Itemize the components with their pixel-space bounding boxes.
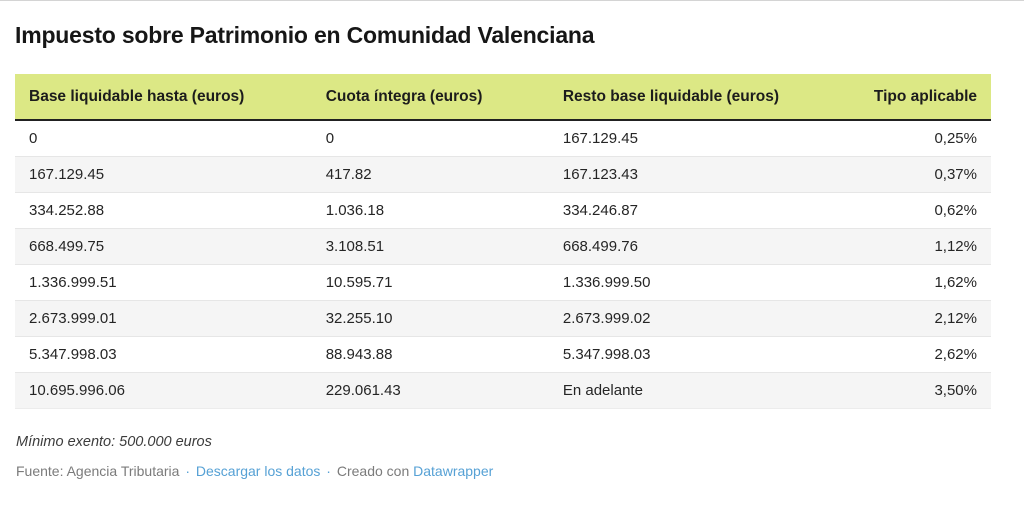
table-body: 0 0 167.129.45 0,25% 167.129.45 417.82 167.123…: [15, 119, 991, 409]
table-cell: 0,37%: [798, 155, 991, 193]
table-row: 167.129.45 417.82 167.123.43 0,37%: [15, 155, 991, 193]
datawrapper-link[interactable]: Datawrapper: [413, 462, 494, 479]
table-cell: 334.252.88: [15, 191, 312, 229]
header-cell-tipo-aplicable: Tipo aplicable: [798, 73, 991, 121]
table-cell: 0,25%: [798, 119, 991, 157]
table-cell: 167.123.43: [548, 155, 799, 193]
table-cell: 2.673.999.01: [15, 299, 312, 337]
table-cell: 1,12%: [798, 227, 991, 265]
table-header-row: Base liquidable hasta (euros) Cuota ínte…: [15, 73, 991, 121]
table-cell: 0,62%: [798, 191, 991, 229]
table-cell: 88.943.88: [311, 335, 549, 373]
table-cell: 0: [311, 119, 549, 157]
table-cell: 417.82: [311, 155, 549, 193]
table-cell: 1,62%: [798, 263, 991, 301]
table-row: 10.695.996.06 229.061.43 En adelante 3,50%: [15, 371, 991, 409]
table-row: 2.673.999.01 32.255.10 2.673.999.02 2,12%: [15, 299, 991, 337]
table-cell: En adelante: [548, 371, 799, 409]
table-cell: 32.255.10: [311, 299, 549, 337]
table-cell: 334.246.87: [548, 191, 799, 229]
table-cell: 668.499.75: [15, 227, 312, 265]
table-cell: 0: [15, 119, 312, 157]
header-cell-base-liquidable: Base liquidable hasta (euros): [15, 73, 312, 121]
table-cell: 10.695.996.06: [15, 371, 312, 409]
table-cell: 167.129.45: [15, 155, 312, 193]
table-cell: 1.036.18: [311, 191, 549, 229]
table-cell: 1.336.999.50: [548, 263, 799, 301]
table-cell: 2,12%: [798, 299, 991, 337]
table-row: 1.336.999.51 10.595.71 1.336.999.50 1,62%: [15, 263, 991, 301]
separator-dot: ·: [322, 462, 335, 479]
table-header: Base liquidable hasta (euros) Cuota ínte…: [15, 73, 991, 121]
download-link[interactable]: Descargar los datos: [195, 462, 321, 479]
table-cell: 2.673.999.02: [548, 299, 799, 337]
table-cell: 1.336.999.51: [15, 263, 312, 301]
table-row: 5.347.998.03 88.943.88 5.347.998.03 2,62%: [15, 335, 991, 373]
separator-dot: ·: [181, 462, 194, 479]
source-line: Fuente: Agencia Tributaria · Descargar l…: [16, 462, 1010, 480]
header-cell-cuota-integra: Cuota íntegra (euros): [311, 73, 549, 121]
data-table: Base liquidable hasta (euros) Cuota ínte…: [15, 73, 991, 409]
table-cell: 167.129.45: [548, 119, 799, 157]
source-text: Fuente: Agencia Tributaria: [16, 462, 180, 479]
table-cell: 5.347.998.03: [548, 335, 799, 373]
table-row: 668.499.75 3.108.51 668.499.76 1,12%: [15, 227, 991, 265]
table-cell: 10.595.71: [311, 263, 549, 301]
table-cell: 229.061.43: [311, 371, 549, 409]
table-cell: 2,62%: [798, 335, 991, 373]
table-cell: 5.347.998.03: [15, 335, 312, 373]
table-row: 0 0 167.129.45 0,25%: [15, 119, 991, 157]
table-cell: 3,50%: [798, 371, 991, 409]
footer-note: Mínimo exento: 500.000 euros: [16, 433, 212, 450]
table-cell: 668.499.76: [548, 227, 799, 265]
table-row: 334.252.88 1.036.18 334.246.87 0,62%: [15, 191, 991, 229]
page-title: Impuesto sobre Patrimonio en Comunidad V…: [15, 22, 595, 48]
created-with-text: Creado con: [336, 462, 410, 479]
chart-container: Impuesto sobre Patrimonio en Comunidad V…: [0, 1, 1024, 480]
header-cell-resto-base: Resto base liquidable (euros): [548, 73, 799, 121]
table-cell: 3.108.51: [311, 227, 549, 265]
